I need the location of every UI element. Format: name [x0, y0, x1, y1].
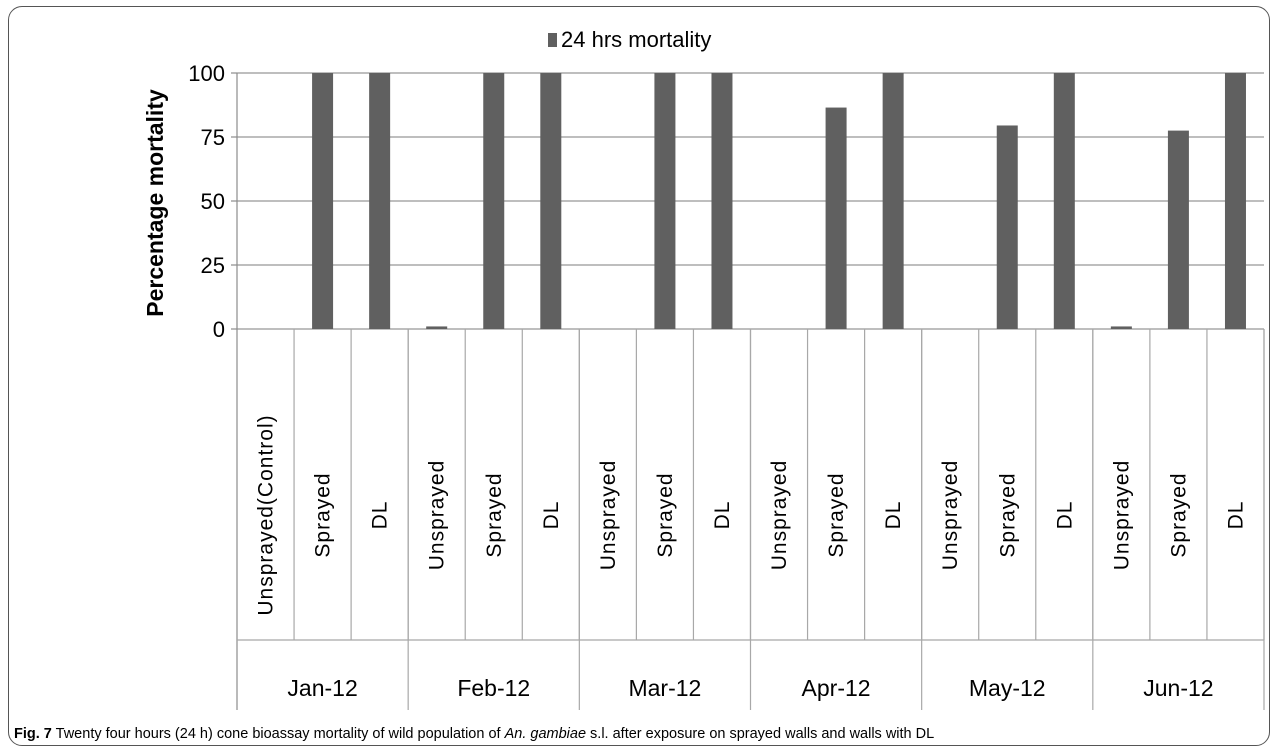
- legend: 24 hrs mortality: [548, 27, 711, 52]
- bar: [711, 73, 733, 329]
- category-label: Unsprayed: [939, 460, 962, 571]
- category-label: Sprayed: [654, 472, 677, 557]
- y-tick-label: 50: [201, 189, 225, 214]
- bar: [1167, 130, 1189, 329]
- bar: [654, 73, 676, 329]
- category-label: DL: [369, 501, 392, 530]
- bar: [882, 73, 904, 329]
- bar: [483, 73, 505, 329]
- grid-layer: [237, 72, 1264, 330]
- category-label: Sprayed: [825, 472, 848, 557]
- group-label: Apr-12: [802, 675, 871, 701]
- bar: [1224, 73, 1246, 329]
- bar-layer: [312, 73, 1246, 329]
- bar: [1053, 73, 1075, 329]
- bar: [825, 107, 847, 329]
- y-axis-title: Percentage mortality: [142, 89, 168, 317]
- y-tick-label: 25: [201, 253, 225, 278]
- caption-text-before: Twenty four hours (24 h) cone bioassay m…: [55, 726, 505, 742]
- caption-figure-label: Fig. 7: [14, 726, 52, 742]
- category-label: Unsprayed: [426, 460, 449, 571]
- caption-text-after: s.l. after exposure on sprayed walls and…: [586, 726, 935, 742]
- bar: [1110, 326, 1132, 329]
- label-layer: 0 25 50 75 100 Unsprayed(Control) Sprayed DL Jan…: [188, 61, 1247, 701]
- category-label: Sprayed: [312, 472, 335, 557]
- category-label: Sprayed: [483, 472, 506, 557]
- category-label: DL: [882, 501, 905, 530]
- y-tick-label: 75: [201, 125, 225, 150]
- category-label: DL: [711, 501, 734, 530]
- category-label: Unsprayed(Control): [255, 414, 278, 615]
- y-tick-label: 0: [213, 317, 225, 342]
- category-label: Unsprayed: [768, 460, 791, 571]
- bar: [312, 73, 334, 329]
- bar: [426, 326, 448, 329]
- category-label: DL: [540, 501, 563, 530]
- caption-species: An. gambiae: [504, 726, 587, 742]
- group-label: Jun-12: [1143, 675, 1213, 701]
- legend-swatch: [548, 33, 557, 47]
- group-label: Feb-12: [457, 675, 530, 701]
- figure-caption: Fig. 7 Twenty four hours (24 h) cone bio…: [14, 726, 1264, 742]
- category-label: DL: [1053, 501, 1076, 530]
- category-label: Sprayed: [996, 472, 1019, 557]
- axis-layer: [231, 72, 1265, 710]
- category-label: Sprayed: [1167, 472, 1190, 557]
- bar: [996, 125, 1018, 329]
- bar: [369, 73, 391, 329]
- bar: [540, 73, 562, 329]
- category-label: DL: [1224, 501, 1247, 530]
- group-label: May-12: [969, 675, 1046, 701]
- legend-label: 24 hrs mortality: [561, 27, 711, 52]
- group-label: Mar-12: [628, 675, 701, 701]
- y-tick-label: 100: [188, 61, 225, 86]
- category-label: Unsprayed: [597, 460, 620, 571]
- category-label: Unsprayed: [1110, 460, 1133, 571]
- group-label: Jan-12: [287, 675, 357, 701]
